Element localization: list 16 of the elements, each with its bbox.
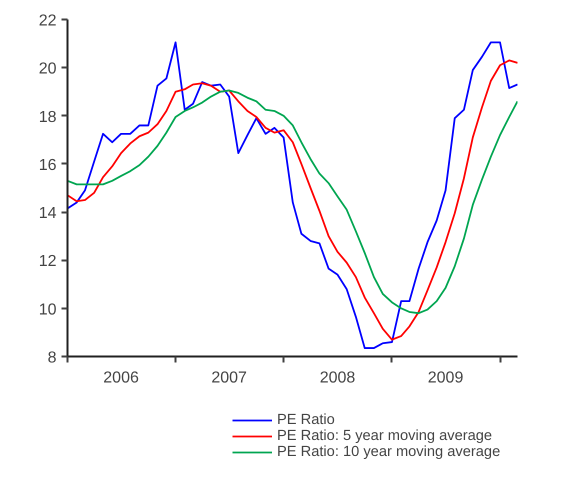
y-tick-label: 22	[38, 12, 57, 30]
legend-label: PE Ratio: 10 year moving average	[277, 444, 500, 460]
y-tick-label: 20	[38, 60, 57, 78]
y-tick-label: 12	[38, 253, 57, 270]
x-tick-label: 2009	[428, 370, 464, 386]
y-tick-label: 8	[48, 350, 57, 366]
y-tick-label: 18	[38, 108, 57, 126]
y-tick-label: 10	[38, 301, 57, 318]
x-tick-label: 2008	[320, 370, 356, 386]
x-tick-label: 2006	[103, 370, 139, 386]
legend-label: PE Ratio	[277, 412, 335, 428]
x-tick-label: 2007	[211, 370, 248, 386]
line-series	[68, 90, 518, 314]
legend-label: PE Ratio: 5 year moving average	[277, 428, 492, 444]
y-tick-label: 14	[38, 205, 57, 222]
y-tick-label: 16	[38, 156, 57, 174]
